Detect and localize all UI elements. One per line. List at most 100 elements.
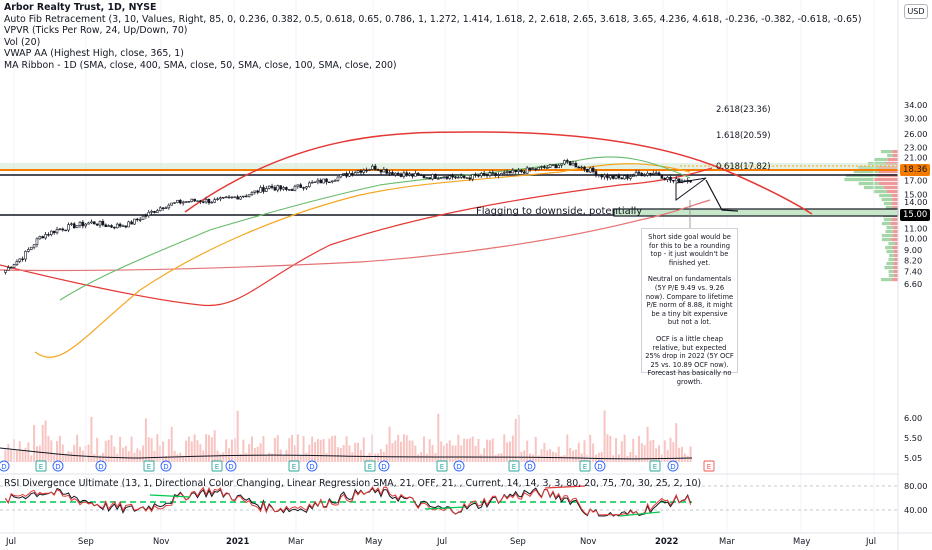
earnings-marker[interactable] (35, 460, 47, 472)
volume-bar (632, 438, 635, 462)
legend-volume[interactable]: Vol (20) (4, 36, 41, 48)
volume-profile-up (885, 230, 893, 234)
volume-bar (431, 445, 434, 462)
candle-body (362, 169, 366, 173)
candle-body (580, 166, 583, 169)
candle-body (583, 166, 586, 170)
candle-body (600, 174, 604, 178)
event-marker-label: E (368, 463, 372, 471)
volume-profile-down (892, 206, 898, 210)
legend-auto-fib[interactable]: Auto Fib Retracement (3, 10, Values, Rig… (4, 13, 862, 25)
volume-bar (185, 440, 188, 462)
candle-body (267, 185, 271, 189)
grid-lines (13, 0, 875, 533)
volume-bar (560, 455, 563, 462)
candle-body (514, 169, 518, 173)
volume-profile-down (887, 158, 898, 162)
volume-bar (159, 445, 162, 462)
dividend-marker[interactable] (378, 460, 390, 472)
earnings-marker[interactable] (211, 460, 223, 472)
volume-bar (546, 450, 549, 462)
dividend-marker[interactable] (306, 460, 318, 472)
dividend-marker[interactable] (0, 460, 10, 472)
candle-body (465, 177, 469, 179)
note-paragraph-2: Neutral on fundamentals (5Y P/E 9.49 vs.… (645, 275, 734, 327)
rsi-tick-label: 40.00 (904, 505, 927, 515)
volume-profile-down (890, 222, 898, 226)
volume-bar (288, 438, 291, 462)
legend-vpvr[interactable]: VPVR (Ticks Per Row, 24, Up/Down, 70) (4, 25, 188, 37)
price-tick-label: 11.00 (904, 223, 927, 233)
candle-body (118, 223, 122, 227)
volume-bar (425, 453, 428, 462)
volume-profile-down (891, 202, 898, 206)
volume-bar (523, 450, 526, 462)
candle-body (199, 200, 202, 203)
ma-400-arc (184, 131, 813, 215)
candle-body (55, 229, 59, 234)
candle-body (448, 175, 452, 179)
candle-body (204, 199, 208, 203)
volume-bar (597, 452, 600, 462)
volume-bar (603, 410, 606, 462)
volume-bar (517, 414, 520, 462)
earnings-marker[interactable] (436, 460, 448, 472)
volume-bar (90, 416, 93, 462)
legend-rsi[interactable]: RSI Divergence Ultimate (13, 1, Directio… (4, 478, 702, 489)
event-marker-label: D (597, 463, 602, 471)
dividend-marker[interactable] (95, 460, 107, 472)
earnings-marker[interactable] (143, 460, 155, 472)
earnings-marker[interactable] (288, 460, 300, 472)
volume-bar (669, 437, 672, 462)
dividend-marker[interactable] (453, 460, 465, 472)
dividend-marker[interactable] (225, 460, 237, 472)
candle-body (242, 195, 245, 198)
dividend-marker[interactable] (594, 460, 606, 472)
dividend-marker[interactable] (160, 460, 172, 472)
legend-ma-ribbon[interactable]: MA Ribbon - 1D (SMA, close, 400, SMA, cl… (4, 59, 397, 71)
volume-bar (540, 449, 543, 462)
chart-title[interactable]: Arbor Realty Trust, 1D, NYSE (4, 2, 157, 13)
candle-body (477, 175, 480, 177)
dividend-marker[interactable] (52, 460, 64, 472)
currency-button[interactable]: USD (904, 4, 928, 19)
candle-body (133, 218, 136, 225)
candle-body (560, 163, 563, 166)
analysis-note[interactable]: Short side goal would be for this to be … (641, 228, 738, 386)
legend-vwap[interactable]: VWAP AA (Highest High, close, 365, 1) (4, 48, 184, 60)
candle-body (388, 172, 391, 174)
earnings-marker[interactable] (649, 460, 661, 472)
candle-body (107, 225, 110, 227)
volume-bar (557, 446, 560, 462)
candle-body (336, 176, 340, 181)
volume-bar (139, 450, 142, 462)
candle-body (61, 228, 65, 231)
volume-bar (454, 445, 457, 462)
volume-bar (486, 439, 489, 462)
candle-body (287, 189, 291, 191)
candle-body (669, 176, 672, 181)
volume-bar (629, 452, 632, 462)
event-marker-label: D (163, 463, 168, 471)
volume-profile-up (880, 150, 893, 154)
dividend-marker[interactable] (524, 460, 536, 472)
event-marker-label: D (1, 463, 6, 471)
candle-body (586, 168, 589, 173)
earnings-marker[interactable] (508, 460, 520, 472)
candle-body (457, 177, 460, 179)
dividend-marker[interactable] (667, 460, 679, 472)
candle-body (201, 201, 205, 203)
volume-bar (78, 446, 81, 462)
event-marker-label: E (292, 463, 296, 471)
volume-bar (511, 435, 514, 462)
earnings-marker[interactable] (364, 460, 376, 472)
earnings-marker[interactable] (703, 460, 715, 472)
earnings-marker[interactable] (579, 460, 591, 472)
candle-body (290, 189, 294, 191)
volume-profile-down (874, 178, 898, 182)
rsi-tick-label: 80.00 (904, 481, 927, 491)
candle-body (264, 188, 268, 192)
volume-bar (592, 443, 595, 462)
candle-body (399, 173, 403, 177)
